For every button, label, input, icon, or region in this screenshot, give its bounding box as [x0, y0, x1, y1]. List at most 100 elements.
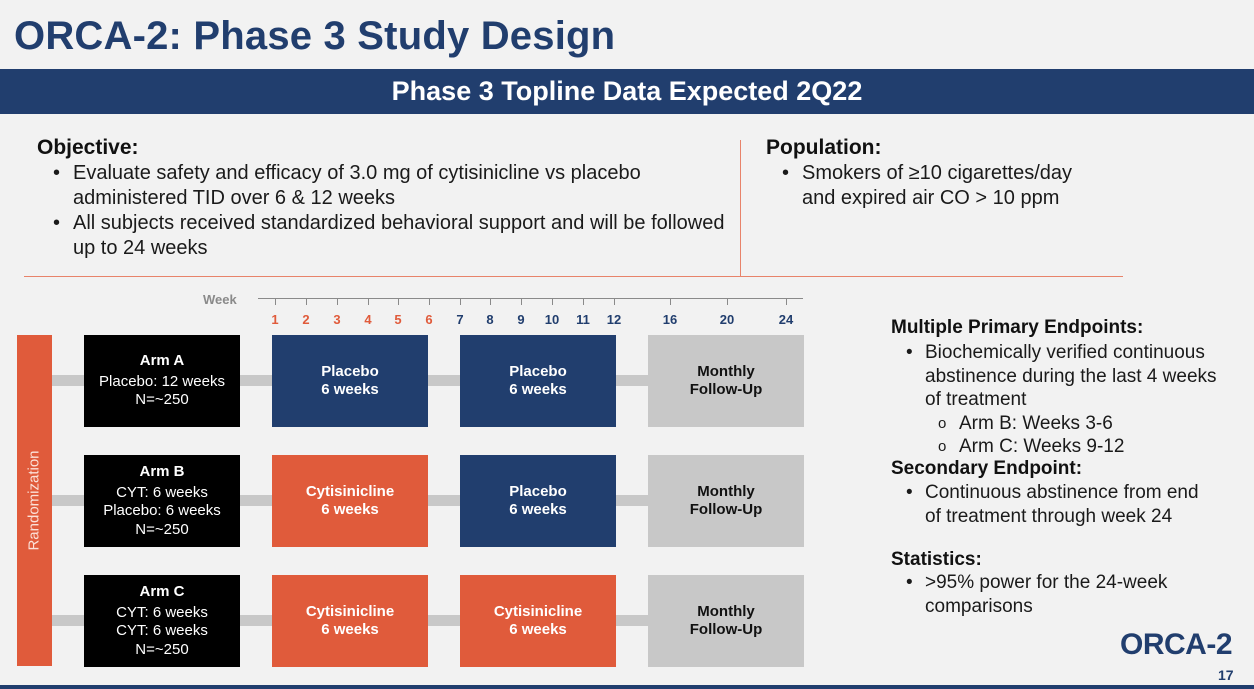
arm-detail: CYT: 6 weeks	[116, 622, 208, 639]
phase-line: Cytisinicline	[305, 602, 395, 620]
phase-line: Monthly	[697, 482, 755, 500]
phase-line: 6 weeks	[509, 621, 567, 638]
arm-detail: N=~250	[135, 520, 189, 538]
arm-a-phase-1: Placebo 6 weeks	[272, 335, 428, 427]
arm-b-box: Arm B CYT: 6 weeks Placebo: 6 weeks N=~2…	[84, 455, 240, 547]
arm-a-box: Arm A Placebo: 12 weeks N=~250	[84, 335, 240, 427]
phase-line: Monthly	[697, 602, 755, 620]
week-tick	[337, 298, 338, 305]
statistics-bullet: >95% power for the 24-week comparisons	[891, 571, 1201, 618]
orca-2-logo: ORCA-2	[1120, 628, 1233, 661]
week-tick	[306, 298, 307, 305]
week-tick-label: 16	[662, 312, 678, 327]
objective-list: Evaluate safety and efficacy of 3.0 mg o…	[37, 161, 737, 261]
population-bullet: Smokers of ≥10 cigarettes/day and expire…	[766, 161, 1106, 211]
primary-endpoint-sub: Arm B: Weeks 3-6	[891, 412, 1221, 436]
week-axis-line	[258, 298, 803, 299]
phase-line: Placebo	[321, 362, 379, 380]
arm-detail: N=~250	[135, 391, 189, 409]
arm-name: Arm A	[139, 352, 185, 370]
arm-name: Arm B	[139, 463, 185, 480]
phase-line: Follow-Up	[689, 621, 763, 638]
arm-name: Arm C	[139, 583, 185, 600]
objective-bullet: All subjects received standardized behav…	[37, 211, 737, 261]
secondary-endpoint-bullet: Continuous abstinence from end of treatm…	[891, 481, 1201, 528]
section-divider-vertical	[740, 140, 741, 276]
arm-a-phase-2: Placebo 6 weeks	[460, 335, 616, 427]
phase-line: 6 weeks	[509, 501, 567, 518]
week-tick	[727, 298, 728, 305]
phase-line: Monthly	[697, 362, 755, 380]
week-tick-label: 3	[333, 312, 341, 327]
arm-detail: CYT: 6 weeks	[116, 603, 208, 621]
arm-c-followup: Monthly Follow-Up	[648, 575, 804, 667]
statistics-list: >95% power for the 24-week comparisons	[891, 571, 1201, 618]
arm-detail: Placebo: 12 weeks	[99, 372, 225, 390]
population-heading: Population:	[766, 136, 882, 159]
week-tick	[552, 298, 553, 305]
primary-endpoints-list: Biochemically verified continuous abstin…	[891, 341, 1221, 459]
week-tick	[614, 298, 615, 305]
arm-detail: CYT: 6 weeks	[116, 483, 208, 501]
phase-line: 6 weeks	[321, 381, 379, 398]
week-tick	[786, 298, 787, 305]
primary-endpoint-sub: Arm C: Weeks 9-12	[891, 435, 1221, 459]
primary-endpoints-heading: Multiple Primary Endpoints:	[891, 317, 1144, 338]
week-tick-label: 7	[456, 312, 464, 327]
week-tick	[460, 298, 461, 305]
week-tick-label: 10	[544, 312, 560, 327]
week-tick	[368, 298, 369, 305]
phase-line: Cytisinicline	[493, 602, 583, 620]
phase-line: 6 weeks	[509, 381, 567, 398]
bottom-rule	[0, 685, 1254, 689]
phase-line: 6 weeks	[321, 621, 379, 638]
arm-b-followup: Monthly Follow-Up	[648, 455, 804, 547]
arm-a-followup: Monthly Follow-Up	[648, 335, 804, 427]
primary-endpoint-bullet: Biochemically verified continuous abstin…	[891, 341, 1221, 412]
arm-detail: N=~250	[135, 640, 189, 658]
arm-b-phase-1: Cytisinicline 6 weeks	[272, 455, 428, 547]
secondary-endpoint-list: Continuous abstinence from end of treatm…	[891, 481, 1201, 528]
week-tick-label: 8	[486, 312, 494, 327]
phase-line: Placebo	[509, 482, 567, 500]
section-divider-horizontal	[24, 276, 1123, 277]
week-tick-label: 20	[719, 312, 735, 327]
population-list: Smokers of ≥10 cigarettes/day and expire…	[766, 161, 1106, 211]
topline-banner: Phase 3 Topline Data Expected 2Q22	[0, 69, 1254, 114]
phase-line: Follow-Up	[689, 501, 763, 518]
randomization-bar	[17, 335, 52, 666]
week-tick	[429, 298, 430, 305]
phase-line: Follow-Up	[689, 381, 763, 398]
secondary-endpoint-heading: Secondary Endpoint:	[891, 458, 1083, 479]
phase-line: Placebo	[509, 362, 567, 380]
week-tick	[521, 298, 522, 305]
phase-line: Cytisinicline	[305, 482, 395, 500]
week-tick-label: 12	[606, 312, 622, 327]
randomization-label-wrap: Randomization	[17, 335, 52, 666]
week-tick-label: 11	[576, 312, 590, 327]
arm-b-phase-2: Placebo 6 weeks	[460, 455, 616, 547]
week-tick-label: 4	[364, 312, 372, 327]
week-tick-label: 2	[302, 312, 310, 327]
week-tick	[398, 298, 399, 305]
week-tick	[583, 298, 584, 305]
page-title: ORCA-2: Phase 3 Study Design	[14, 14, 616, 58]
phase-line: 6 weeks	[321, 501, 379, 518]
week-tick-label: 9	[517, 312, 525, 327]
statistics-heading: Statistics:	[891, 549, 982, 570]
week-tick	[670, 298, 671, 305]
week-axis-label: Week	[203, 292, 237, 307]
page-number: 17	[1218, 667, 1234, 683]
week-tick	[490, 298, 491, 305]
objective-bullet: Evaluate safety and efficacy of 3.0 mg o…	[37, 161, 737, 211]
arm-c-phase-1: Cytisinicline 6 weeks	[272, 575, 428, 667]
randomization-label: Randomization	[26, 450, 43, 551]
week-tick-label: 24	[778, 312, 794, 327]
objective-heading: Objective:	[37, 136, 139, 159]
week-tick	[275, 298, 276, 305]
week-tick-label: 5	[394, 312, 402, 327]
arm-c-box: Arm C CYT: 6 weeks CYT: 6 weeks N=~250	[84, 575, 240, 667]
week-tick-label: 1	[271, 312, 279, 327]
arm-c-phase-2: Cytisinicline 6 weeks	[460, 575, 616, 667]
week-tick-label: 6	[425, 312, 433, 327]
